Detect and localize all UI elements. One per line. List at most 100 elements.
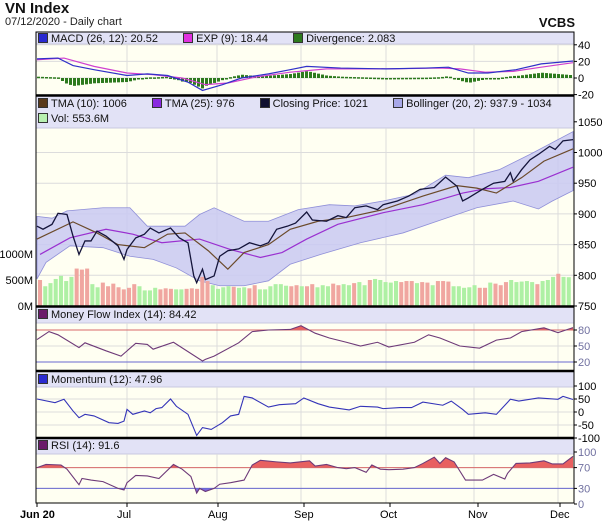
divergence-bar: [225, 78, 228, 80]
divergence-bar: [517, 75, 520, 78]
divergence-bar: [61, 78, 64, 81]
legend-swatch: [38, 33, 48, 43]
volume-tick-label: 0M: [18, 301, 33, 313]
volume-bar: [79, 269, 84, 306]
x-tick-label: Dec: [550, 509, 570, 521]
x-tick-label: Oct: [380, 509, 397, 521]
divergence-bar: [277, 74, 280, 78]
divergence-bar: [293, 73, 296, 78]
volume-bar: [111, 283, 116, 306]
divergence-bar: [437, 77, 440, 79]
chart-subtitle: 07/12/2020 - Daily chart: [5, 16, 122, 28]
divergence-bar: [81, 78, 84, 85]
legend-swatch: [393, 98, 404, 108]
legend-swatch: [38, 98, 48, 108]
volume-bar: [100, 282, 105, 306]
divergence-bar: [113, 78, 116, 83]
divergence-bar: [77, 78, 80, 86]
divergence-bar: [273, 75, 276, 78]
legend-swatch: [293, 33, 304, 43]
divergence-bar: [117, 78, 120, 83]
legend-label: Momentum (12): 47.96: [51, 374, 163, 386]
divergence-bar: [313, 72, 316, 78]
volume-bar: [263, 289, 268, 306]
divergence-bar: [357, 77, 360, 79]
divergence-bar: [245, 75, 248, 78]
chart-title: VN Index: [5, 0, 70, 17]
x-tick-label: Jul: [117, 509, 131, 521]
divergence-bar: [105, 78, 108, 83]
divergence-bar: [341, 76, 344, 79]
rsi-tick-label: 70: [578, 463, 590, 475]
divergence-bar: [121, 78, 124, 83]
divergence-bar: [501, 77, 504, 79]
momentum-legend: Momentum (12): 47.96: [38, 374, 184, 386]
rsi-legend-band: [36, 439, 574, 454]
volume-bar: [462, 287, 467, 306]
volume-bar: [378, 280, 383, 306]
mfi-tick-label: 80: [578, 325, 590, 337]
chart-border: [35, 31, 575, 504]
volume-bar: [221, 287, 226, 306]
legend-label: Divergence: 2.083: [306, 33, 396, 45]
volume-bar: [273, 284, 278, 306]
volume-bar: [498, 285, 503, 306]
legend-swatch: [151, 98, 162, 108]
volume-bar: [388, 282, 393, 306]
price-tick-label: 950: [578, 178, 596, 190]
volume-bar: [216, 288, 221, 306]
divergence-bar: [525, 74, 528, 78]
divergence-bar: [209, 78, 212, 85]
divergence-bar: [101, 78, 104, 83]
divergence-bar: [373, 77, 376, 80]
divergence-bar: [261, 75, 264, 78]
macd-tick-label: 0: [578, 73, 584, 85]
legend-macd: MACD (26, 12): 20.52: [38, 33, 158, 45]
volume-bar: [514, 282, 519, 306]
volume-bar: [367, 280, 372, 306]
x-tick-label: Nov: [468, 509, 488, 521]
divergence-bar: [153, 77, 156, 79]
volume-bar: [483, 287, 488, 306]
volume-bar: [551, 276, 556, 306]
divergence-bar: [49, 77, 52, 79]
divergence-bar: [521, 75, 524, 78]
divergence-bar: [469, 78, 472, 83]
volume-bar: [299, 286, 304, 306]
macd-legend-band: [36, 32, 574, 44]
volume-bar: [168, 288, 173, 306]
divergence-bar: [161, 76, 164, 79]
divergence-bar: [353, 77, 356, 79]
divergence-bar: [41, 76, 44, 79]
legend-swatch: [38, 113, 48, 123]
volume-bar: [503, 282, 508, 306]
volume-bar: [242, 287, 247, 306]
volume-tick-label: 500M: [5, 275, 33, 287]
volume-bar: [189, 288, 194, 306]
volume-bar: [179, 289, 184, 306]
divergence-bar: [569, 74, 572, 78]
volume-bar: [106, 286, 111, 306]
volume-bar: [315, 287, 320, 306]
x-tick-label: Jun 20: [20, 509, 55, 521]
divergence-bar: [325, 75, 328, 78]
volume-bar: [420, 282, 425, 306]
divergence-bar: [185, 78, 188, 82]
closing-price-line: [36, 138, 574, 285]
volume-bar: [163, 288, 168, 306]
divergence-bar: [73, 78, 76, 86]
price-tick-label: 1050: [578, 117, 602, 129]
legend-label: MACD (26, 12): 20.52: [51, 33, 158, 45]
divergence-bar: [461, 78, 464, 82]
rsi-tick-label: 100: [578, 447, 596, 459]
volume-bar: [404, 281, 409, 306]
volume-bar: [200, 276, 205, 306]
divergence-bar: [125, 78, 128, 83]
volume-bar: [310, 284, 315, 306]
divergence-bar: [405, 77, 408, 80]
macd-legend: MACD (26, 12): 20.52 EXP (9): 18.44 Dive…: [38, 33, 417, 45]
legend-rsi: RSI (14): 91.6: [38, 440, 119, 452]
volume-bar: [394, 281, 399, 306]
volume-bar: [74, 268, 79, 306]
volume-bar: [362, 285, 367, 306]
